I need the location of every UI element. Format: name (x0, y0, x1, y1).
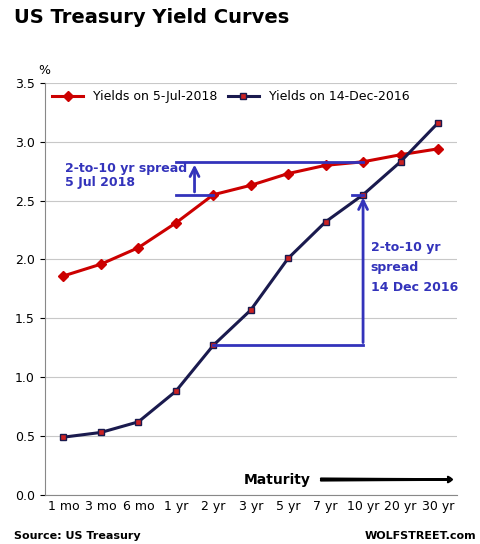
Text: 2-to-10 yr: 2-to-10 yr (370, 241, 439, 254)
Yields on 14-Dec-2016 (210, 342, 216, 349)
Text: 2-to-10 yr spread: 2-to-10 yr spread (65, 162, 187, 175)
Line: Yields on 5-Jul-2018: Yields on 5-Jul-2018 (60, 145, 441, 280)
Yields on 5-Jul-2018 (210, 191, 216, 198)
Yields on 5-Jul-2018 (60, 273, 66, 279)
Yields on 14-Dec-2016 (247, 307, 253, 313)
Yields on 5-Jul-2018 (98, 261, 104, 268)
Yields on 14-Dec-2016 (397, 158, 403, 165)
Text: 14 Dec 2016: 14 Dec 2016 (370, 281, 457, 294)
Yields on 14-Dec-2016 (285, 255, 290, 262)
Yields on 14-Dec-2016 (98, 429, 104, 436)
Yields on 5-Jul-2018 (397, 151, 403, 158)
Yields on 5-Jul-2018 (322, 162, 328, 169)
Text: spread: spread (370, 261, 418, 274)
Text: US Treasury Yield Curves: US Treasury Yield Curves (14, 8, 289, 27)
Yields on 5-Jul-2018 (135, 244, 141, 251)
Yields on 5-Jul-2018 (434, 146, 440, 152)
Text: Source: US Treasury: Source: US Treasury (14, 531, 141, 541)
Text: %: % (39, 64, 50, 77)
Line: Yields on 14-Dec-2016: Yields on 14-Dec-2016 (60, 120, 441, 441)
Yields on 14-Dec-2016 (360, 191, 365, 198)
Yields on 5-Jul-2018 (360, 158, 365, 165)
Text: 5 Jul 2018: 5 Jul 2018 (65, 176, 135, 189)
Text: Maturity: Maturity (243, 473, 310, 486)
Yields on 14-Dec-2016 (172, 388, 178, 394)
Yields on 14-Dec-2016 (434, 120, 440, 126)
Yields on 5-Jul-2018 (247, 182, 253, 189)
Text: WOLFSTREET.com: WOLFSTREET.com (364, 531, 475, 541)
Yields on 5-Jul-2018 (172, 220, 178, 226)
Yields on 14-Dec-2016 (135, 418, 141, 425)
Yields on 5-Jul-2018 (285, 170, 290, 177)
Yields on 14-Dec-2016 (322, 219, 328, 225)
Yields on 14-Dec-2016 (60, 434, 66, 441)
Legend: Yields on 5-Jul-2018, Yields on 14-Dec-2016: Yields on 5-Jul-2018, Yields on 14-Dec-2… (47, 85, 414, 108)
